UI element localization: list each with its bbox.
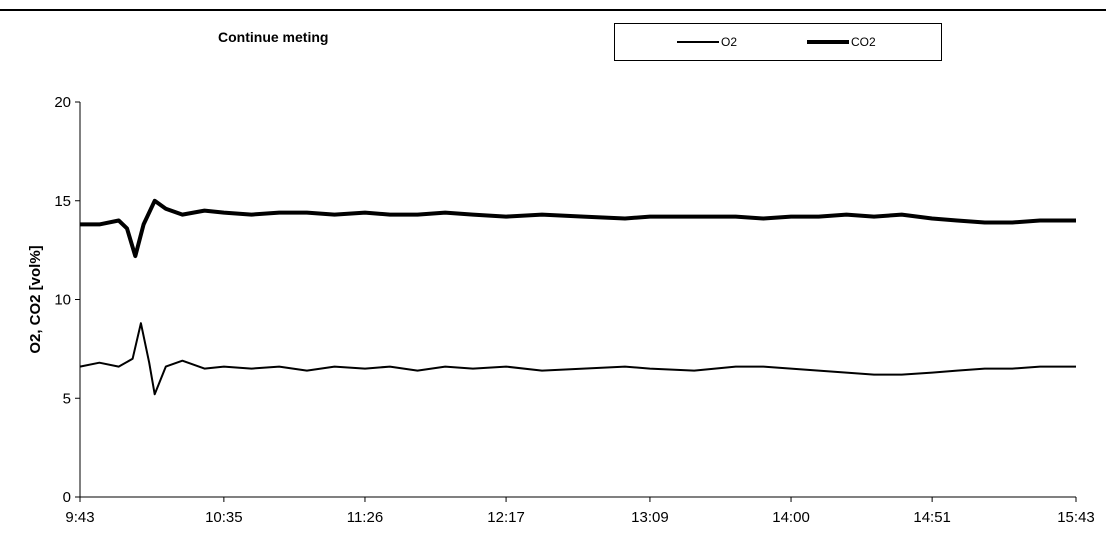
legend-label-o2: O2 bbox=[721, 35, 738, 49]
x-tick-label: 15:43 bbox=[1057, 509, 1095, 526]
legend-item-co2: CO2 bbox=[807, 35, 876, 49]
top-rule bbox=[0, 9, 1106, 11]
y-tick-label: 10 bbox=[54, 292, 71, 309]
series-line-o2 bbox=[79, 322, 1076, 396]
legend-swatch-o2 bbox=[677, 41, 719, 43]
y-tick-label: 0 bbox=[63, 489, 71, 506]
x-tick-label: 14:51 bbox=[913, 509, 951, 526]
x-tick-label: 10:35 bbox=[205, 509, 243, 526]
series-line-co2 bbox=[80, 198, 1076, 259]
legend-item-o2: O2 bbox=[677, 35, 737, 49]
y-tick-label: 15 bbox=[54, 193, 71, 210]
legend-label-co2: CO2 bbox=[851, 35, 876, 49]
y-ticks: 0 5 10 15 20 bbox=[54, 94, 80, 506]
x-tick-label: 14:00 bbox=[772, 509, 810, 526]
y-tick-label: 5 bbox=[63, 390, 71, 407]
legend-swatch-co2 bbox=[807, 40, 849, 44]
legend: O2 CO2 bbox=[614, 23, 942, 61]
chart-title: Continue meting bbox=[218, 29, 329, 45]
x-tick-label: 11:26 bbox=[347, 509, 383, 526]
y-axis-title: O2, CO2 [vol%] bbox=[27, 245, 44, 353]
x-tick-label: 13:09 bbox=[631, 509, 669, 526]
x-ticks: 9:43 10:35 11:26 12:17 13:09 14:00 14:51 15:43 bbox=[65, 497, 1095, 526]
x-tick-label: 9:43 bbox=[65, 509, 94, 526]
x-tick-label: 12:17 bbox=[487, 509, 525, 526]
y-tick-label: 20 bbox=[54, 94, 71, 111]
series-group bbox=[79, 198, 1076, 396]
